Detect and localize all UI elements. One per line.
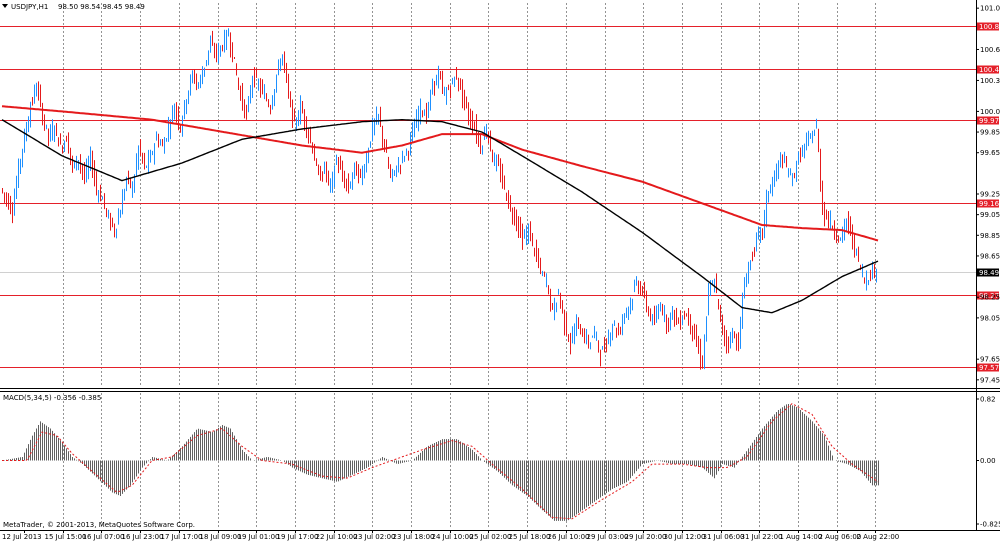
price-tick-label: 97.45 — [980, 376, 1000, 384]
level-price-label: 99.97 — [979, 117, 999, 125]
time-tick-label: 31 Jul 06:00 — [703, 533, 745, 541]
price-tick-label: 100.65 — [980, 46, 1000, 54]
macd-tick-label: 0.00 — [980, 457, 996, 465]
macd-histogram — [4, 404, 879, 521]
level-price-label: 100.46 — [979, 66, 1000, 74]
moving-average-slow — [1, 105, 879, 242]
macd-signal-line — [2, 403, 879, 520]
ohlc-readout: 98.50 98.54 98.45 98.49 — [58, 3, 145, 11]
time-tick-label: 19 Jul 01:00 — [238, 533, 280, 541]
time-tick-label: 19 Jul 17:00 — [277, 533, 319, 541]
time-tick-label: 12 Jul 2013 — [2, 533, 42, 541]
time-tick-label: 2 Aug 22:00 — [857, 533, 900, 541]
macd-tick-label: -0.825 — [980, 521, 1000, 529]
level-price-label: 99.16 — [979, 200, 1000, 208]
time-tick-label: 26 Jul 10:00 — [548, 533, 590, 541]
price-tick-label: 99.25 — [980, 191, 1000, 199]
time-tick-label: 18 Jul 09:00 — [200, 533, 242, 541]
level-price-badge — [977, 363, 999, 372]
price-tick-label: 99.65 — [980, 149, 1000, 157]
time-tick-label: 30 Jul 12:00 — [664, 533, 706, 541]
current-price-badge — [977, 268, 999, 277]
time-tick-label: 2 Aug 06:00 — [819, 533, 862, 541]
time-tick-label: 29 Jul 20:00 — [625, 533, 667, 541]
level-price-badge — [977, 291, 999, 300]
time-tick-label: 1 Aug 14:00 — [780, 533, 823, 541]
time-tick-label: 22 Jul 10:00 — [316, 533, 358, 541]
price-axis: 101.05100.65100.35100.0599.8599.6599.259… — [976, 5, 1000, 384]
time-tick-label: 23 Jul 02:00 — [354, 533, 396, 541]
time-tick-label: 17 Jul 17:00 — [161, 533, 203, 541]
current-price-label: 98.49 — [979, 269, 999, 277]
price-tick-label: 99.85 — [980, 129, 1000, 137]
price-tick-label: 97.65 — [980, 356, 1000, 364]
macd-label: MACD(5,34,5) -0.356 -0.385 — [3, 394, 101, 402]
time-tick-label: 15 Jul 15:00 — [45, 533, 87, 541]
macd-axis: 0.82 0.00 -0.825 — [976, 396, 1000, 529]
macd-signal-path — [2, 403, 879, 520]
price-tick-label: 98.05 — [980, 314, 1000, 322]
level-price-badge — [977, 22, 999, 31]
level-price-badge — [977, 65, 999, 74]
level-price-label: 98.27 — [979, 292, 999, 300]
level-price-badge — [977, 116, 999, 125]
symbol-dropdown-icon[interactable] — [2, 4, 8, 8]
price-tick-label: 98.25 — [980, 294, 1000, 302]
macd-grid — [63, 393, 876, 528]
price-tick-label: 100.05 — [980, 108, 1000, 116]
price-tick-label: 99.05 — [980, 211, 1000, 219]
time-tick-label: 31 Jul 22:00 — [741, 533, 783, 541]
price-tick-label: 100.35 — [980, 77, 1000, 85]
time-tick-label: 16 Jul 23:00 — [122, 533, 164, 541]
time-tick-label: 29 Jul 03:00 — [587, 533, 629, 541]
price-candles — [2, 28, 877, 370]
level-price-badge — [977, 199, 999, 208]
time-tick-label: 25 Jul 18:00 — [509, 533, 551, 541]
level-price-label: 100.88 — [979, 23, 1000, 31]
macd-tick-label: 0.82 — [980, 396, 996, 404]
time-tick-label: 24 Jul 10:00 — [432, 533, 474, 541]
price-tick-label: 101.05 — [980, 5, 1000, 13]
price-tick-label: 98.85 — [980, 232, 1000, 240]
time-tick-label: 25 Jul 02:00 — [470, 533, 512, 541]
moving-averages — [1, 105, 879, 314]
level-price-label: 97.57 — [979, 364, 999, 372]
time-tick-label: 23 Jul 18:00 — [393, 533, 435, 541]
price-tick-label: 98.65 — [980, 252, 1000, 260]
time-tick-label: 16 Jul 07:00 — [83, 533, 125, 541]
symbol-label: USDJPY,H1 — [11, 3, 48, 11]
copyright-text: MetaTrader, © 2001-2013, MetaQuotes Soft… — [3, 521, 195, 529]
horizontal-levels[interactable]: 100.88 100.46 99.97 99.16 98.27 97.57 98.49 — [0, 22, 1000, 373]
moving-average-fast — [1, 118, 879, 314]
